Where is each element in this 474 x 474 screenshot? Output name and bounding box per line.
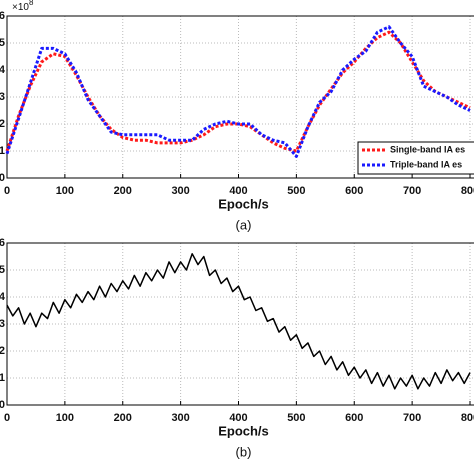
chart-title: (a) (236, 217, 252, 232)
y-tick-label: 2 (0, 345, 5, 357)
x-tick-label: 700 (403, 412, 421, 424)
y-tick-label: 4 (0, 291, 6, 303)
legend-label: Triple-band IA es (390, 159, 462, 169)
y-tick-label: 1 (0, 145, 5, 157)
y-tick-label: 4 (0, 64, 6, 76)
x-tick-label: 100 (56, 185, 74, 197)
x-tick-label: 600 (345, 412, 363, 424)
plot-frame (6, 242, 474, 406)
x-tick-label: 400 (229, 185, 247, 197)
legend-label: Single-band IA es (390, 144, 465, 154)
y-tick-label: 2 (0, 118, 5, 130)
x-tick-label: 200 (114, 412, 132, 424)
legend-box (357, 141, 474, 175)
y-tick-label: 6 (0, 10, 5, 22)
x-tick-label: 700 (403, 185, 421, 197)
y-tick-label: 3 (0, 91, 5, 103)
x-tick-label: 400 (229, 412, 247, 424)
multiplier: ×108 (12, 0, 34, 13)
y-tick-label: 0 (0, 399, 5, 411)
plot-frame (6, 15, 474, 179)
y-tick-label: 0 (0, 172, 5, 184)
x-axis-label: Epoch/s (218, 196, 269, 211)
multiplier-exponent: 8 (29, 0, 34, 7)
y-tick-label: 5 (0, 264, 5, 276)
data-line (6, 253, 471, 390)
x-tick-label: 300 (171, 185, 189, 197)
y-tick-label: 5 (0, 37, 5, 49)
chart-title: (b) (236, 444, 252, 459)
x-tick-label: 600 (345, 185, 363, 197)
x-tick-label: 200 (114, 185, 132, 197)
x-tick-label: 300 (171, 412, 189, 424)
multiplier-base: ×10 (12, 2, 29, 13)
y-tick-label: 6 (0, 237, 5, 249)
x-tick-label: 100 (56, 412, 74, 424)
x-tick-label: 0 (4, 412, 10, 424)
y-tick-label: 3 (0, 318, 5, 330)
x-tick-label: 800 (461, 412, 474, 424)
data-line (5, 25, 471, 158)
x-tick-label: 0 (4, 185, 10, 197)
x-tick-label: 500 (287, 412, 305, 424)
x-tick-label: 500 (287, 185, 305, 197)
x-tick-label: 800 (461, 185, 474, 197)
y-tick-label: 1 (0, 372, 5, 384)
x-axis-label: Epoch/s (218, 423, 269, 438)
